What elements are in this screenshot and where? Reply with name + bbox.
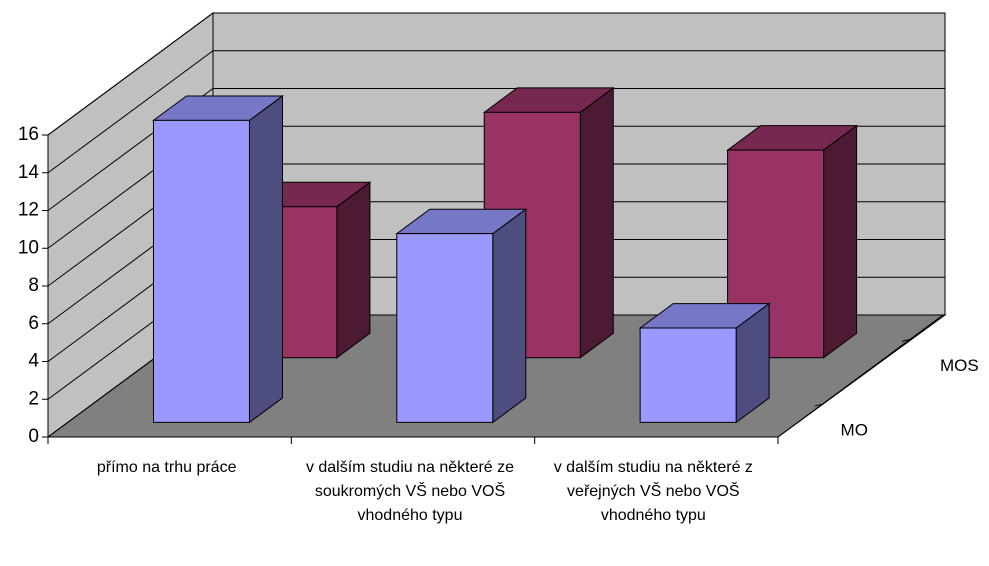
bar bbox=[638, 302, 771, 424]
bar-side bbox=[248, 94, 283, 424]
y-tick-label: 14 bbox=[18, 162, 40, 183]
y-tick-label: 2 bbox=[28, 388, 39, 409]
bar-front bbox=[152, 119, 250, 423]
y-tick-label: 12 bbox=[18, 200, 39, 221]
z-tick bbox=[814, 403, 823, 407]
x-tick-label: v dalším studiu na některé z veřejných V… bbox=[553, 459, 753, 524]
y-tick-label: 6 bbox=[28, 313, 39, 334]
x-tick-label: v dalším studiu na některé ze soukromých… bbox=[305, 459, 515, 524]
bar bbox=[482, 86, 615, 359]
bar-front bbox=[639, 327, 737, 423]
z-axis bbox=[777, 314, 944, 438]
y-tick-label: 0 bbox=[28, 426, 39, 447]
y-tick-label: 8 bbox=[28, 275, 39, 296]
y-tick-label: 4 bbox=[28, 351, 39, 372]
grid-line bbox=[47, 50, 945, 174]
legend-label: MO bbox=[841, 421, 868, 440]
bar-side bbox=[492, 208, 527, 424]
bar-front bbox=[396, 233, 494, 423]
grid-line bbox=[47, 88, 945, 211]
grid-line bbox=[47, 12, 945, 136]
y-tick-label: 16 bbox=[18, 124, 39, 145]
bar bbox=[151, 94, 284, 424]
bar bbox=[395, 208, 528, 424]
bar-side bbox=[579, 86, 614, 359]
z-tick bbox=[901, 338, 911, 342]
legend-label: MOS bbox=[940, 356, 979, 375]
bar-side bbox=[336, 181, 371, 359]
y-tick-label: 10 bbox=[18, 237, 39, 258]
bar-side bbox=[823, 124, 858, 359]
x-tick-label: přímo na trhu práce bbox=[96, 459, 237, 476]
